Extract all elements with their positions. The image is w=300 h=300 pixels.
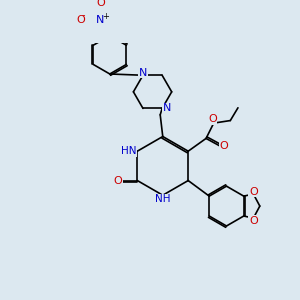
Text: O: O: [220, 141, 228, 151]
Text: O: O: [208, 114, 217, 124]
Text: +: +: [102, 11, 109, 20]
Text: N: N: [163, 103, 171, 113]
Text: -: -: [82, 10, 85, 20]
Text: O: O: [113, 176, 122, 185]
Text: O: O: [77, 15, 85, 26]
Text: O: O: [97, 0, 105, 8]
Text: N: N: [139, 68, 147, 78]
Text: O: O: [249, 216, 258, 226]
Text: HN: HN: [121, 146, 136, 156]
Text: N: N: [96, 15, 104, 26]
Text: NH: NH: [155, 194, 170, 204]
Text: O: O: [249, 187, 258, 196]
